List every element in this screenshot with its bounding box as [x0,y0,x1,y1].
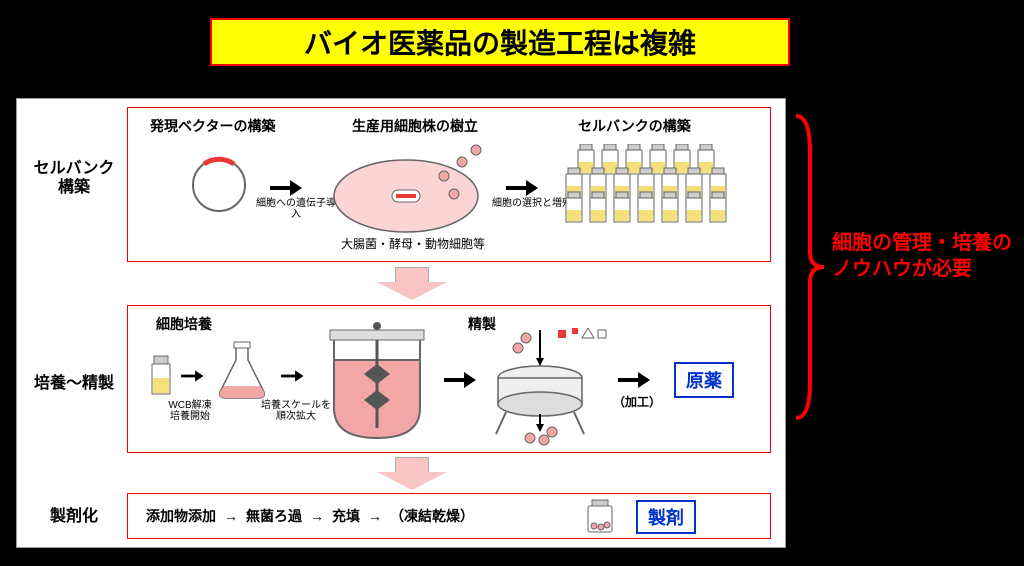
arrow-icon [506,180,540,196]
s3-step4: （凍結乾燥） [390,506,474,526]
s1-hdr3: セルバンクの構築 [578,116,691,136]
down-arrow-icon [377,267,447,301]
arrow-icon [444,372,478,388]
s1-hdr1: 発現ベクターの構築 [150,116,275,136]
side-note: 細胞の管理・培養の ノウハウが必要 [832,230,1012,282]
row1-label: セルバンク 構築 [25,159,123,197]
s3-step2: 無菌ろ過 [246,506,302,526]
side-note-l2: ノウハウが必要 [832,256,1012,282]
side-note-l1: 細胞の管理・培養の [832,230,1012,256]
s2-t1: WCB解凍培養開始 [162,400,218,422]
arrow-icon [181,370,205,381]
stage3-box: 添加物添加 → 無菌ろ過 → 充填 → （凍結乾燥） 製剤 [127,493,771,539]
s2-hdr1: 細胞培養 [156,314,212,334]
diagram-area: セルバンク 構築 培養～精製 製剤化 発現ベクターの構築 生産用細胞株の樹立 セ… [16,98,786,548]
s1-note2: 細胞の選択と増殖 [492,198,572,209]
arrow-icon [281,370,305,381]
final-vial-icon [584,498,616,536]
output-genyaku: 原薬 [674,362,734,398]
stage2-box: 細胞培養 精製 WCB解凍培養開始 培養スケールを順次拡大 [127,305,771,453]
row3-label: 製剤化 [25,507,123,526]
arrow-icon [270,180,304,196]
s3-step3: 充填 [332,506,360,526]
s3-step1: 添加物添加 [146,506,216,526]
title-text: バイオ医薬品の製造工程は複雑 [304,22,696,62]
s2-t3: （加工） [612,396,662,409]
output-seizai: 製剤 [636,500,696,534]
flask-icon [214,340,270,402]
brace-right [790,112,826,422]
arrow-inline: → [224,508,238,524]
stage1-box: 発現ベクターの構築 生産用細胞株の樹立 セルバンクの構築 細胞への遺伝子導入 大… [127,107,771,262]
arrow-inline: → [368,508,382,524]
arrow-inline: → [310,508,324,524]
cell-icon [326,140,496,238]
row2-label: 培養～精製 [25,374,123,393]
vial-icon [148,352,174,400]
plasmid-icon [186,152,252,218]
s1-note-under: 大腸菌・酵母・動物細胞等 [338,238,488,251]
title-banner: バイオ医薬品の製造工程は複雑 [210,18,790,66]
s1-note1: 細胞への遺伝子導入 [256,198,336,220]
purify-icon [482,328,612,448]
bioreactor-icon [322,320,432,446]
s1-hdr2: 生産用細胞株の樹立 [352,116,478,136]
arrow-icon [618,372,652,388]
cellbank-icon [564,144,744,234]
down-arrow-icon [377,457,447,491]
